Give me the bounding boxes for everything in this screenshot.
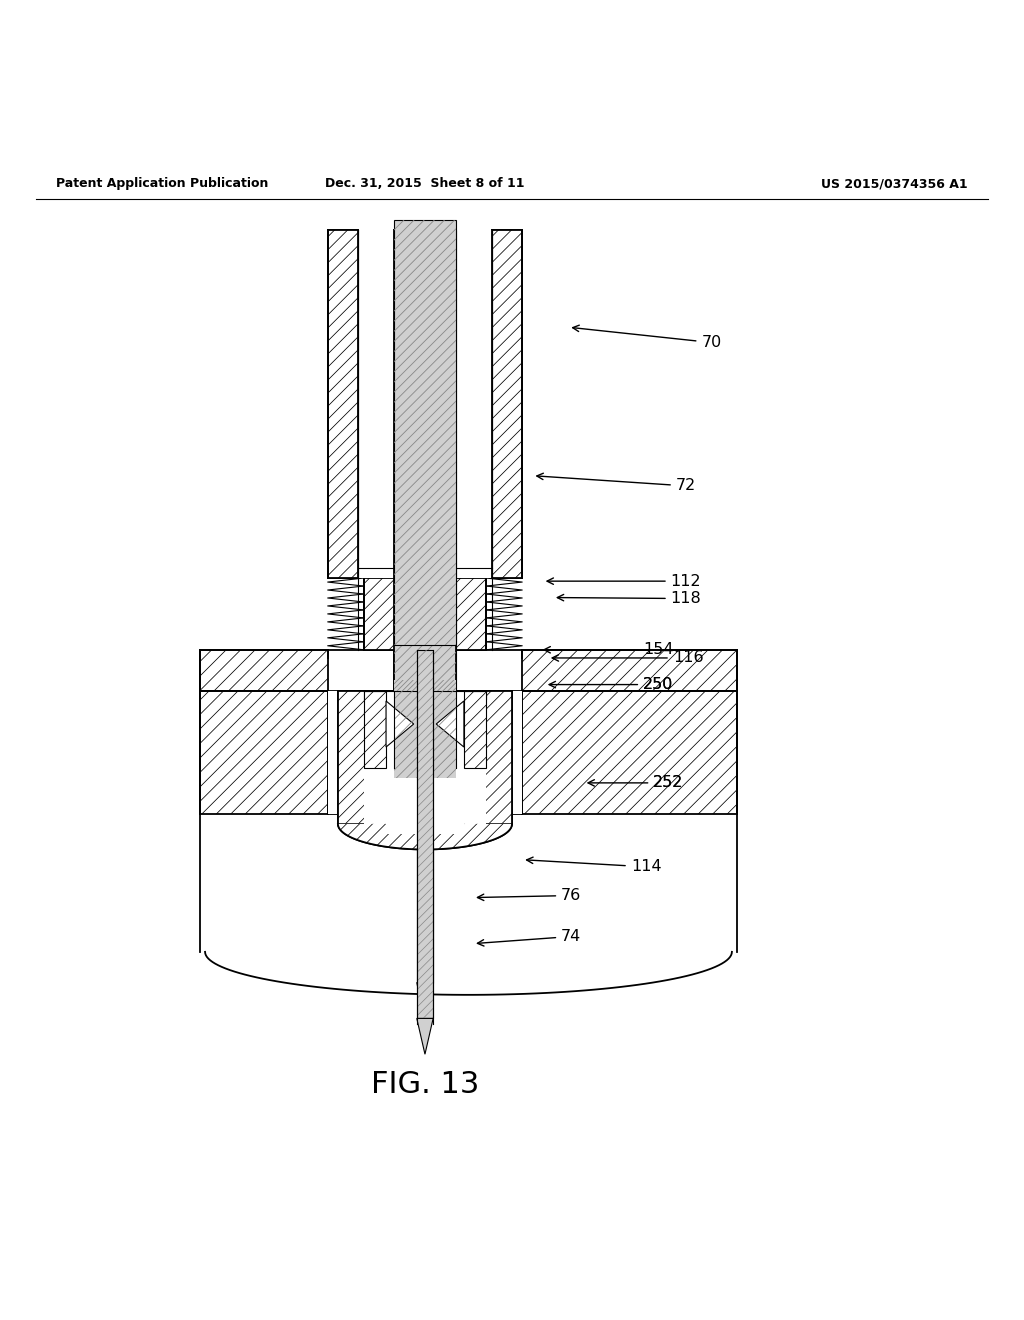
Polygon shape xyxy=(0,148,1024,1172)
Text: Patent Application Publication: Patent Application Publication xyxy=(56,177,268,190)
Polygon shape xyxy=(394,219,456,644)
Polygon shape xyxy=(364,690,486,824)
Polygon shape xyxy=(358,230,492,578)
Polygon shape xyxy=(364,578,486,649)
Polygon shape xyxy=(394,578,456,649)
Polygon shape xyxy=(492,230,522,578)
Text: 250: 250 xyxy=(549,677,674,692)
Text: 112: 112 xyxy=(547,574,701,589)
Polygon shape xyxy=(200,690,328,813)
Polygon shape xyxy=(328,230,358,578)
Text: 252: 252 xyxy=(653,775,684,791)
Polygon shape xyxy=(364,690,386,767)
Polygon shape xyxy=(464,690,486,767)
Text: 114: 114 xyxy=(526,857,662,874)
Text: Dec. 31, 2015  Sheet 8 of 11: Dec. 31, 2015 Sheet 8 of 11 xyxy=(326,177,524,190)
Polygon shape xyxy=(464,690,486,767)
Polygon shape xyxy=(394,230,456,690)
Polygon shape xyxy=(492,230,522,578)
Polygon shape xyxy=(417,982,433,1023)
Polygon shape xyxy=(338,824,512,850)
Polygon shape xyxy=(328,690,522,813)
Polygon shape xyxy=(338,690,512,824)
Polygon shape xyxy=(364,578,486,649)
Polygon shape xyxy=(417,824,433,982)
Text: 116: 116 xyxy=(552,651,703,665)
Polygon shape xyxy=(394,230,456,578)
Text: 118: 118 xyxy=(557,591,701,606)
Polygon shape xyxy=(417,1019,433,1055)
Polygon shape xyxy=(386,701,412,747)
Polygon shape xyxy=(522,690,737,813)
Polygon shape xyxy=(386,701,414,747)
Text: 70: 70 xyxy=(572,325,722,350)
Text: 154: 154 xyxy=(544,643,674,657)
Text: US 2015/0374356 A1: US 2015/0374356 A1 xyxy=(821,177,968,190)
Polygon shape xyxy=(386,813,464,834)
Text: 74: 74 xyxy=(477,929,582,946)
Polygon shape xyxy=(394,681,456,777)
Polygon shape xyxy=(417,649,433,1019)
Polygon shape xyxy=(522,649,737,690)
Text: FIG. 13: FIG. 13 xyxy=(371,1071,479,1100)
Polygon shape xyxy=(394,230,456,690)
Polygon shape xyxy=(338,690,512,824)
Text: 72: 72 xyxy=(537,473,696,494)
Polygon shape xyxy=(436,701,464,747)
Polygon shape xyxy=(364,690,386,767)
Polygon shape xyxy=(200,649,328,690)
Text: 250: 250 xyxy=(643,677,674,692)
Polygon shape xyxy=(438,701,464,747)
Polygon shape xyxy=(364,578,486,649)
Polygon shape xyxy=(338,824,512,850)
Text: 76: 76 xyxy=(477,888,582,903)
Polygon shape xyxy=(328,230,358,578)
Text: 252: 252 xyxy=(588,775,684,791)
Polygon shape xyxy=(31,230,67,649)
